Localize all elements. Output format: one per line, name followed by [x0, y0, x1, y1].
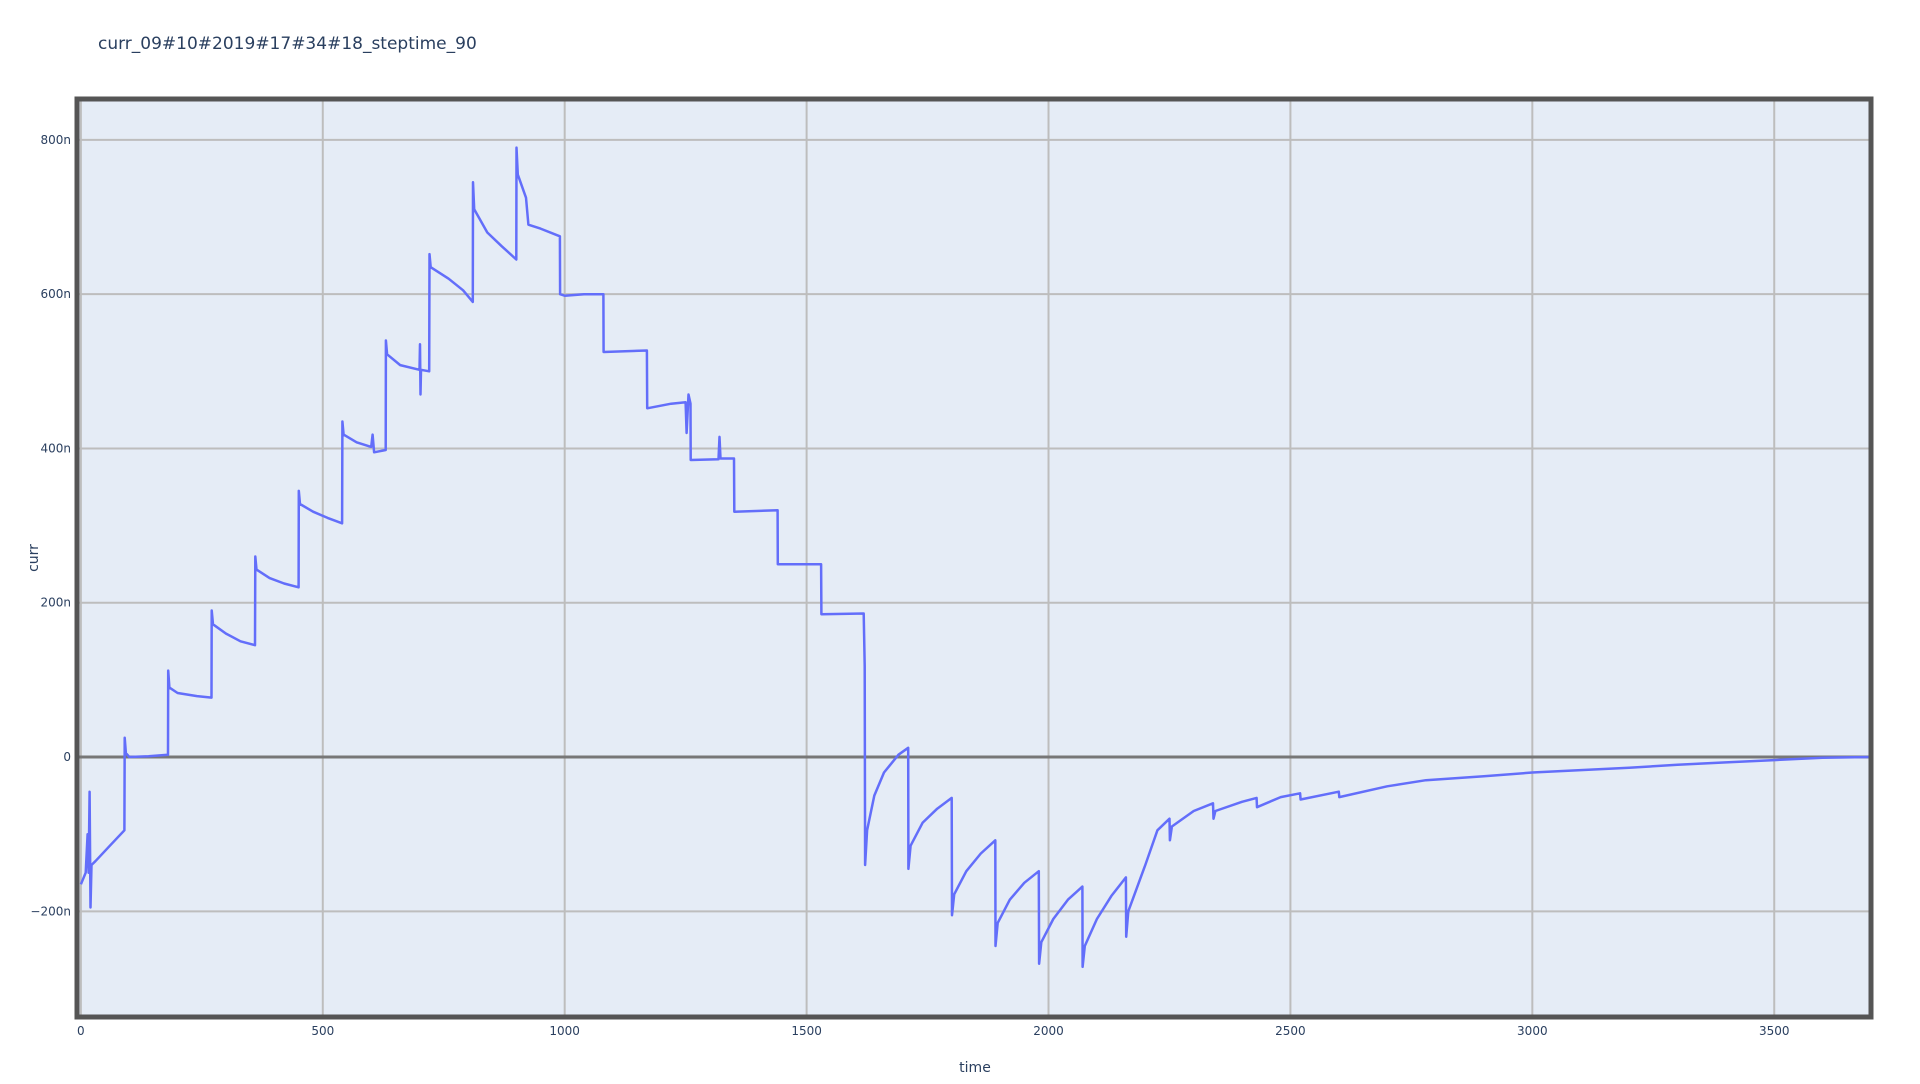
y-tick-label: −200n: [30, 904, 71, 918]
y-tick-label: 600n: [40, 287, 71, 301]
plot-border: [74, 96, 1874, 1020]
plot-background: [77, 99, 1871, 1017]
x-tick-label: 3500: [1759, 1024, 1790, 1038]
x-tick-label: 2000: [1033, 1024, 1064, 1038]
x-tick-label: 1000: [549, 1024, 580, 1038]
x-tick-label: 500: [311, 1024, 334, 1038]
x-tick-label: 1500: [791, 1024, 822, 1038]
x-axis-label: time: [959, 1060, 991, 1076]
x-tick-label: 0: [77, 1024, 85, 1038]
x-tick-label: 3000: [1517, 1024, 1548, 1038]
y-tick-label: 800n: [40, 133, 71, 147]
y-tick-label: 400n: [40, 441, 71, 455]
y-tick-label: 0: [63, 750, 71, 764]
data-line: [79, 146, 1872, 969]
y-tick-label: 200n: [40, 596, 71, 610]
x-tick-label: 2500: [1275, 1024, 1306, 1038]
y-axis-label: curr: [26, 544, 42, 572]
chart-title: curr_09#10#2019#17#34#18_steptime_90: [98, 34, 477, 54]
